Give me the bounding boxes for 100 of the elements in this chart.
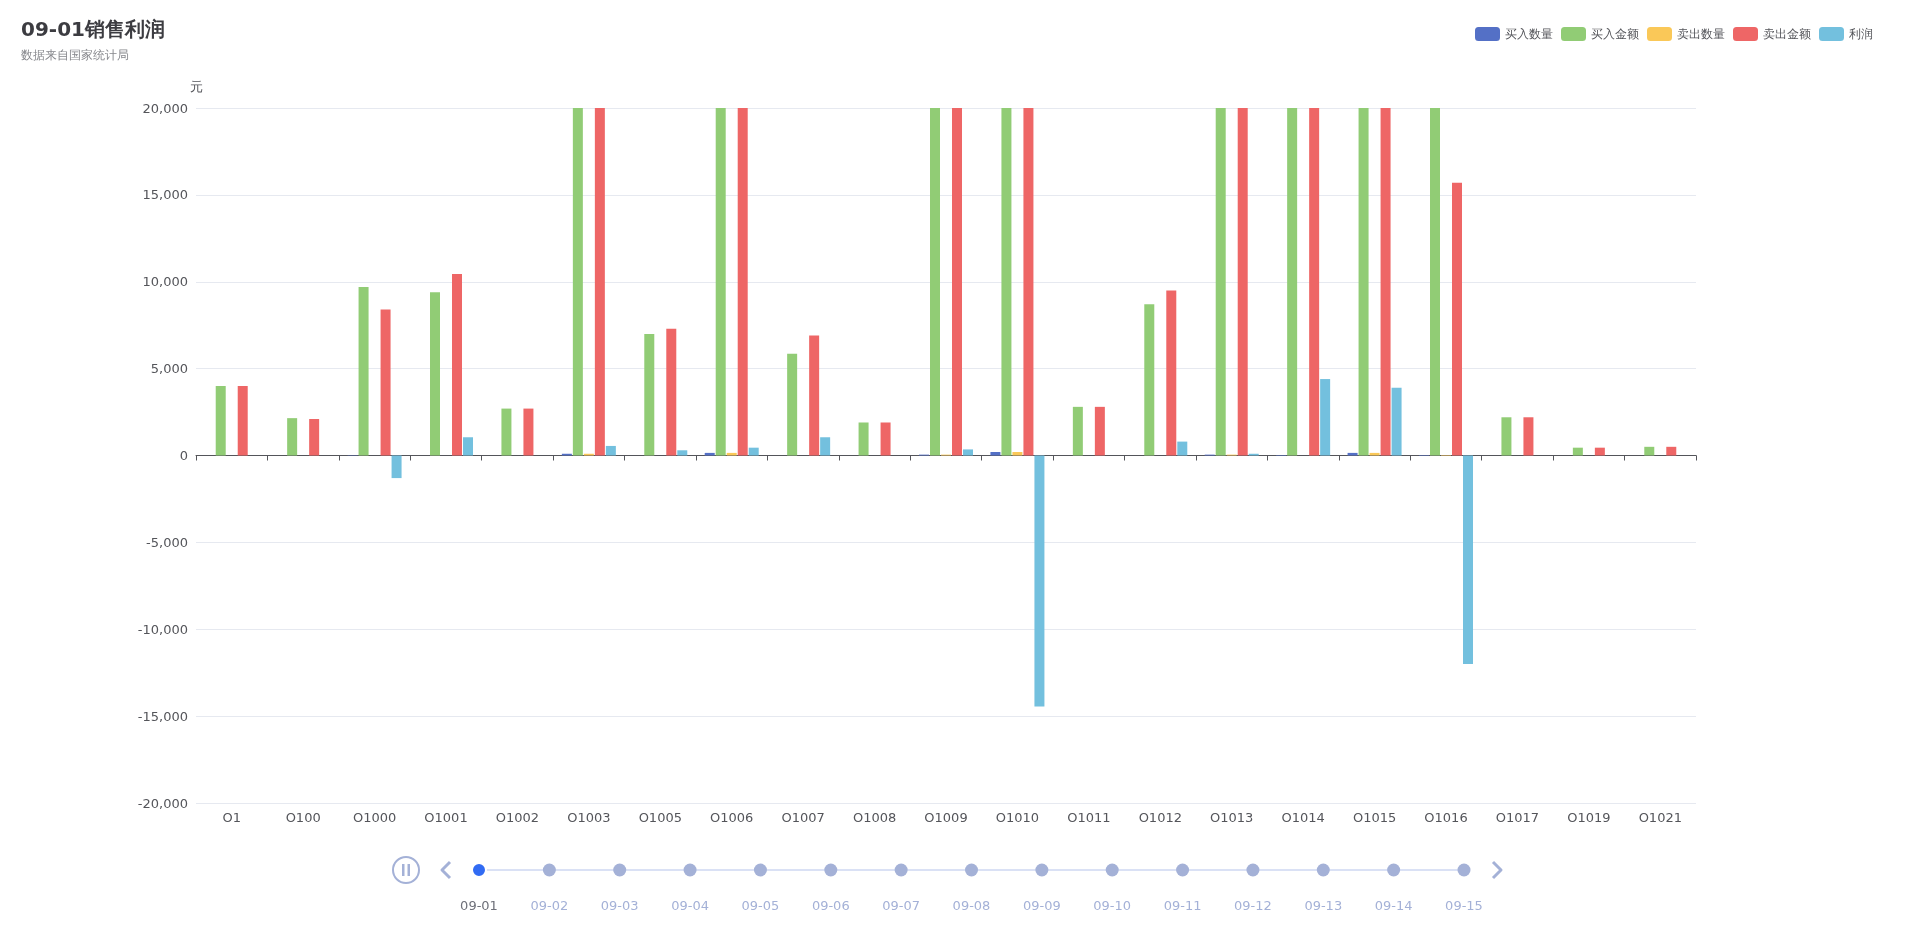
x-tick-label: O1015 (1352, 810, 1397, 825)
bar (391, 455, 402, 479)
chart-title: 09-01销售利润 (21, 17, 165, 41)
bar (430, 292, 440, 456)
bar (880, 422, 891, 456)
legend-label: 买入数量 (1505, 27, 1553, 41)
x-tick-label: O1009 (924, 810, 968, 825)
text: 09-02 (529, 898, 570, 913)
x-tick-label: O1001 (424, 810, 468, 825)
x-tick-label: O1 (222, 810, 241, 825)
bar (1391, 387, 1402, 456)
bar (809, 335, 820, 456)
bar (1666, 446, 1677, 456)
text: 09-14 (1373, 898, 1414, 913)
y-tick-label: -20,000 (137, 795, 188, 811)
bar (787, 353, 798, 456)
bar (930, 108, 940, 456)
x-tick-label: O1002 (495, 810, 540, 825)
bar (1023, 108, 1034, 456)
bar (1287, 108, 1298, 456)
bar (820, 437, 831, 456)
bar (990, 452, 1001, 456)
bar (572, 108, 583, 456)
text: 09-06 (810, 898, 851, 913)
bar (1380, 108, 1391, 456)
bar (463, 437, 473, 456)
bar (1644, 446, 1655, 456)
text: 09-09 (1021, 898, 1062, 913)
y-tick-label: -5,000 (146, 534, 188, 550)
legend-label: 卖出金额 (1763, 27, 1811, 41)
bar (737, 108, 748, 456)
text: 09-07 (881, 898, 922, 913)
y-tick-label: 15,000 (142, 187, 188, 203)
bar (523, 408, 534, 456)
y-tick-label: -10,000 (137, 621, 188, 637)
bar (287, 418, 298, 456)
x-tick-label: O1010 (995, 810, 1040, 825)
bar (1501, 417, 1512, 456)
x-tick-label: O1007 (781, 810, 825, 825)
bar (1452, 182, 1462, 456)
bar (952, 108, 962, 456)
x-tick-label: O1011 (1067, 810, 1111, 825)
bar (452, 273, 462, 456)
x-tick-label: O1006 (710, 810, 754, 825)
text: 数据来自国家统计局 (21, 48, 129, 62)
x-tick-label: O1017 (1495, 810, 1540, 825)
x-tick-label: O1012 (1138, 810, 1182, 825)
legend-label: 利润 (1849, 27, 1873, 41)
text: 09-05 (740, 898, 781, 913)
bar (309, 419, 320, 456)
y-tick-label: 5,000 (150, 361, 188, 377)
x-tick-label: O1013 (1210, 810, 1254, 825)
x-tick-label: O1003 (567, 810, 611, 825)
x-tick-label: O100 (285, 810, 321, 825)
bar (1237, 108, 1248, 456)
x-tick-label: O1016 (1424, 810, 1468, 825)
text: 09-12 (1233, 898, 1273, 913)
bar (704, 452, 715, 456)
bar (963, 449, 973, 456)
bar (1072, 406, 1083, 456)
bar (1034, 455, 1045, 707)
bar (1012, 452, 1023, 456)
bar (605, 445, 616, 456)
bar (748, 447, 759, 456)
bar (1177, 441, 1188, 456)
text: 09-01 (459, 898, 499, 913)
x-tick-label: O1019 (1567, 810, 1611, 825)
bar (594, 108, 605, 456)
bar (666, 328, 677, 456)
bar (1369, 452, 1380, 456)
y-tick-label: 20,000 (142, 100, 188, 116)
bar (1144, 304, 1155, 456)
bar (1463, 455, 1473, 664)
legend-label: 买入金额 (1591, 27, 1639, 41)
text: 09-13 (1303, 898, 1344, 913)
y-tick-label: 10,000 (142, 274, 188, 290)
y-tick-label: -15,000 (137, 708, 188, 724)
text: 09-10 (1092, 898, 1133, 913)
y-tick-label: 0 (179, 448, 188, 463)
bar (1215, 108, 1226, 456)
x-tick-label: O1021 (1638, 810, 1682, 825)
bar (1358, 108, 1369, 456)
bar (1094, 406, 1105, 456)
text: 09-11 (1162, 898, 1203, 913)
bar (1572, 447, 1583, 456)
x-tick-label: O1008 (852, 810, 897, 825)
bar (237, 386, 248, 456)
x-tick-label: O1014 (1281, 810, 1325, 825)
text: 09-03 (599, 898, 640, 913)
text: 09-04 (670, 898, 710, 913)
text: 09-08 (951, 898, 992, 913)
x-tick-label: O1005 (638, 810, 682, 825)
bar (380, 309, 391, 456)
x-tick-label: O1000 (352, 810, 397, 825)
bar (1001, 108, 1012, 456)
bar (215, 386, 226, 456)
bar (858, 422, 869, 456)
bar (358, 286, 369, 456)
bar (715, 108, 726, 456)
bar (726, 452, 737, 456)
